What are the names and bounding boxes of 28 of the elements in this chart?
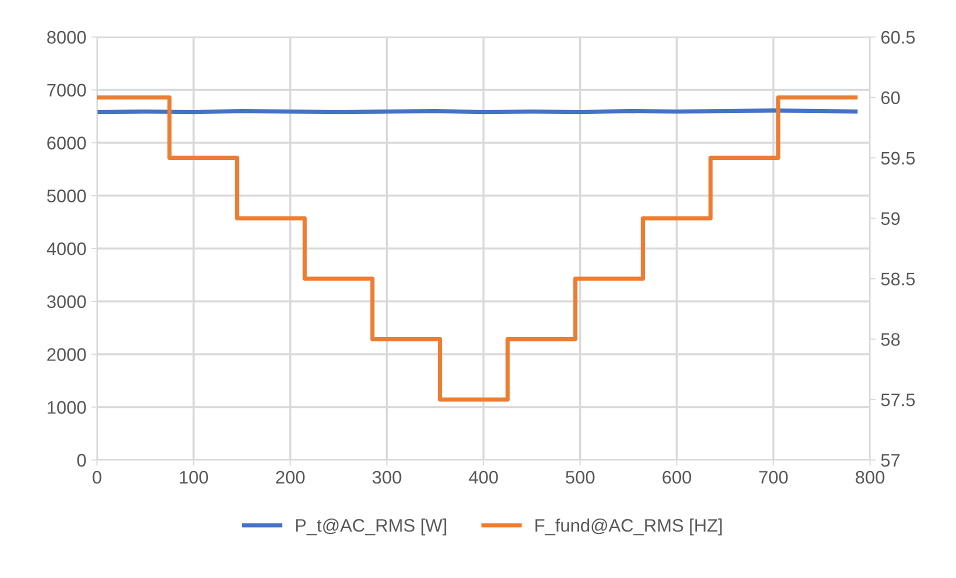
y-tick-label: 5000	[47, 190, 86, 202]
legend-label: P_t@AC_RMS [W]	[296, 518, 446, 536]
x-tick-label: 400	[468, 470, 498, 484]
y2-tick-label: 59	[881, 212, 900, 226]
x-tick-label: 0	[92, 470, 102, 484]
y-tick-label: 6000	[47, 136, 86, 150]
y2-tick-label: 58	[881, 333, 900, 346]
y2-tick-label: 60.5	[881, 30, 915, 44]
y-tick-label: 4000	[46, 242, 86, 256]
y2-tick-label: 60	[881, 91, 900, 104]
y-tick-label: 7000	[47, 84, 86, 97]
y-tick-label: 8000	[47, 30, 86, 44]
y2-tick-label: 57	[881, 454, 900, 467]
y-tick-label: 2000	[47, 348, 86, 361]
x-tick-label: 600	[662, 470, 692, 484]
x-tick-label: 300	[372, 470, 402, 484]
x-tick-label: 700	[759, 470, 788, 484]
y2-tick-label: 59.5	[881, 152, 915, 165]
x-tick-label: 800	[856, 470, 884, 484]
x-tick-label: 500	[566, 470, 594, 484]
y2-tick-label: 57.5	[881, 394, 915, 406]
y-tick-label: 1000	[48, 401, 86, 414]
y-tick-label: 0	[77, 454, 86, 467]
x-tick-label: 100	[180, 470, 208, 484]
x-tick-label: 200	[276, 470, 305, 484]
y2-tick-label: 58.5	[881, 272, 915, 286]
y-tick-label: 3000	[47, 295, 86, 308]
legend-label: F_fund@AC_RMS [HZ]	[536, 518, 722, 536]
